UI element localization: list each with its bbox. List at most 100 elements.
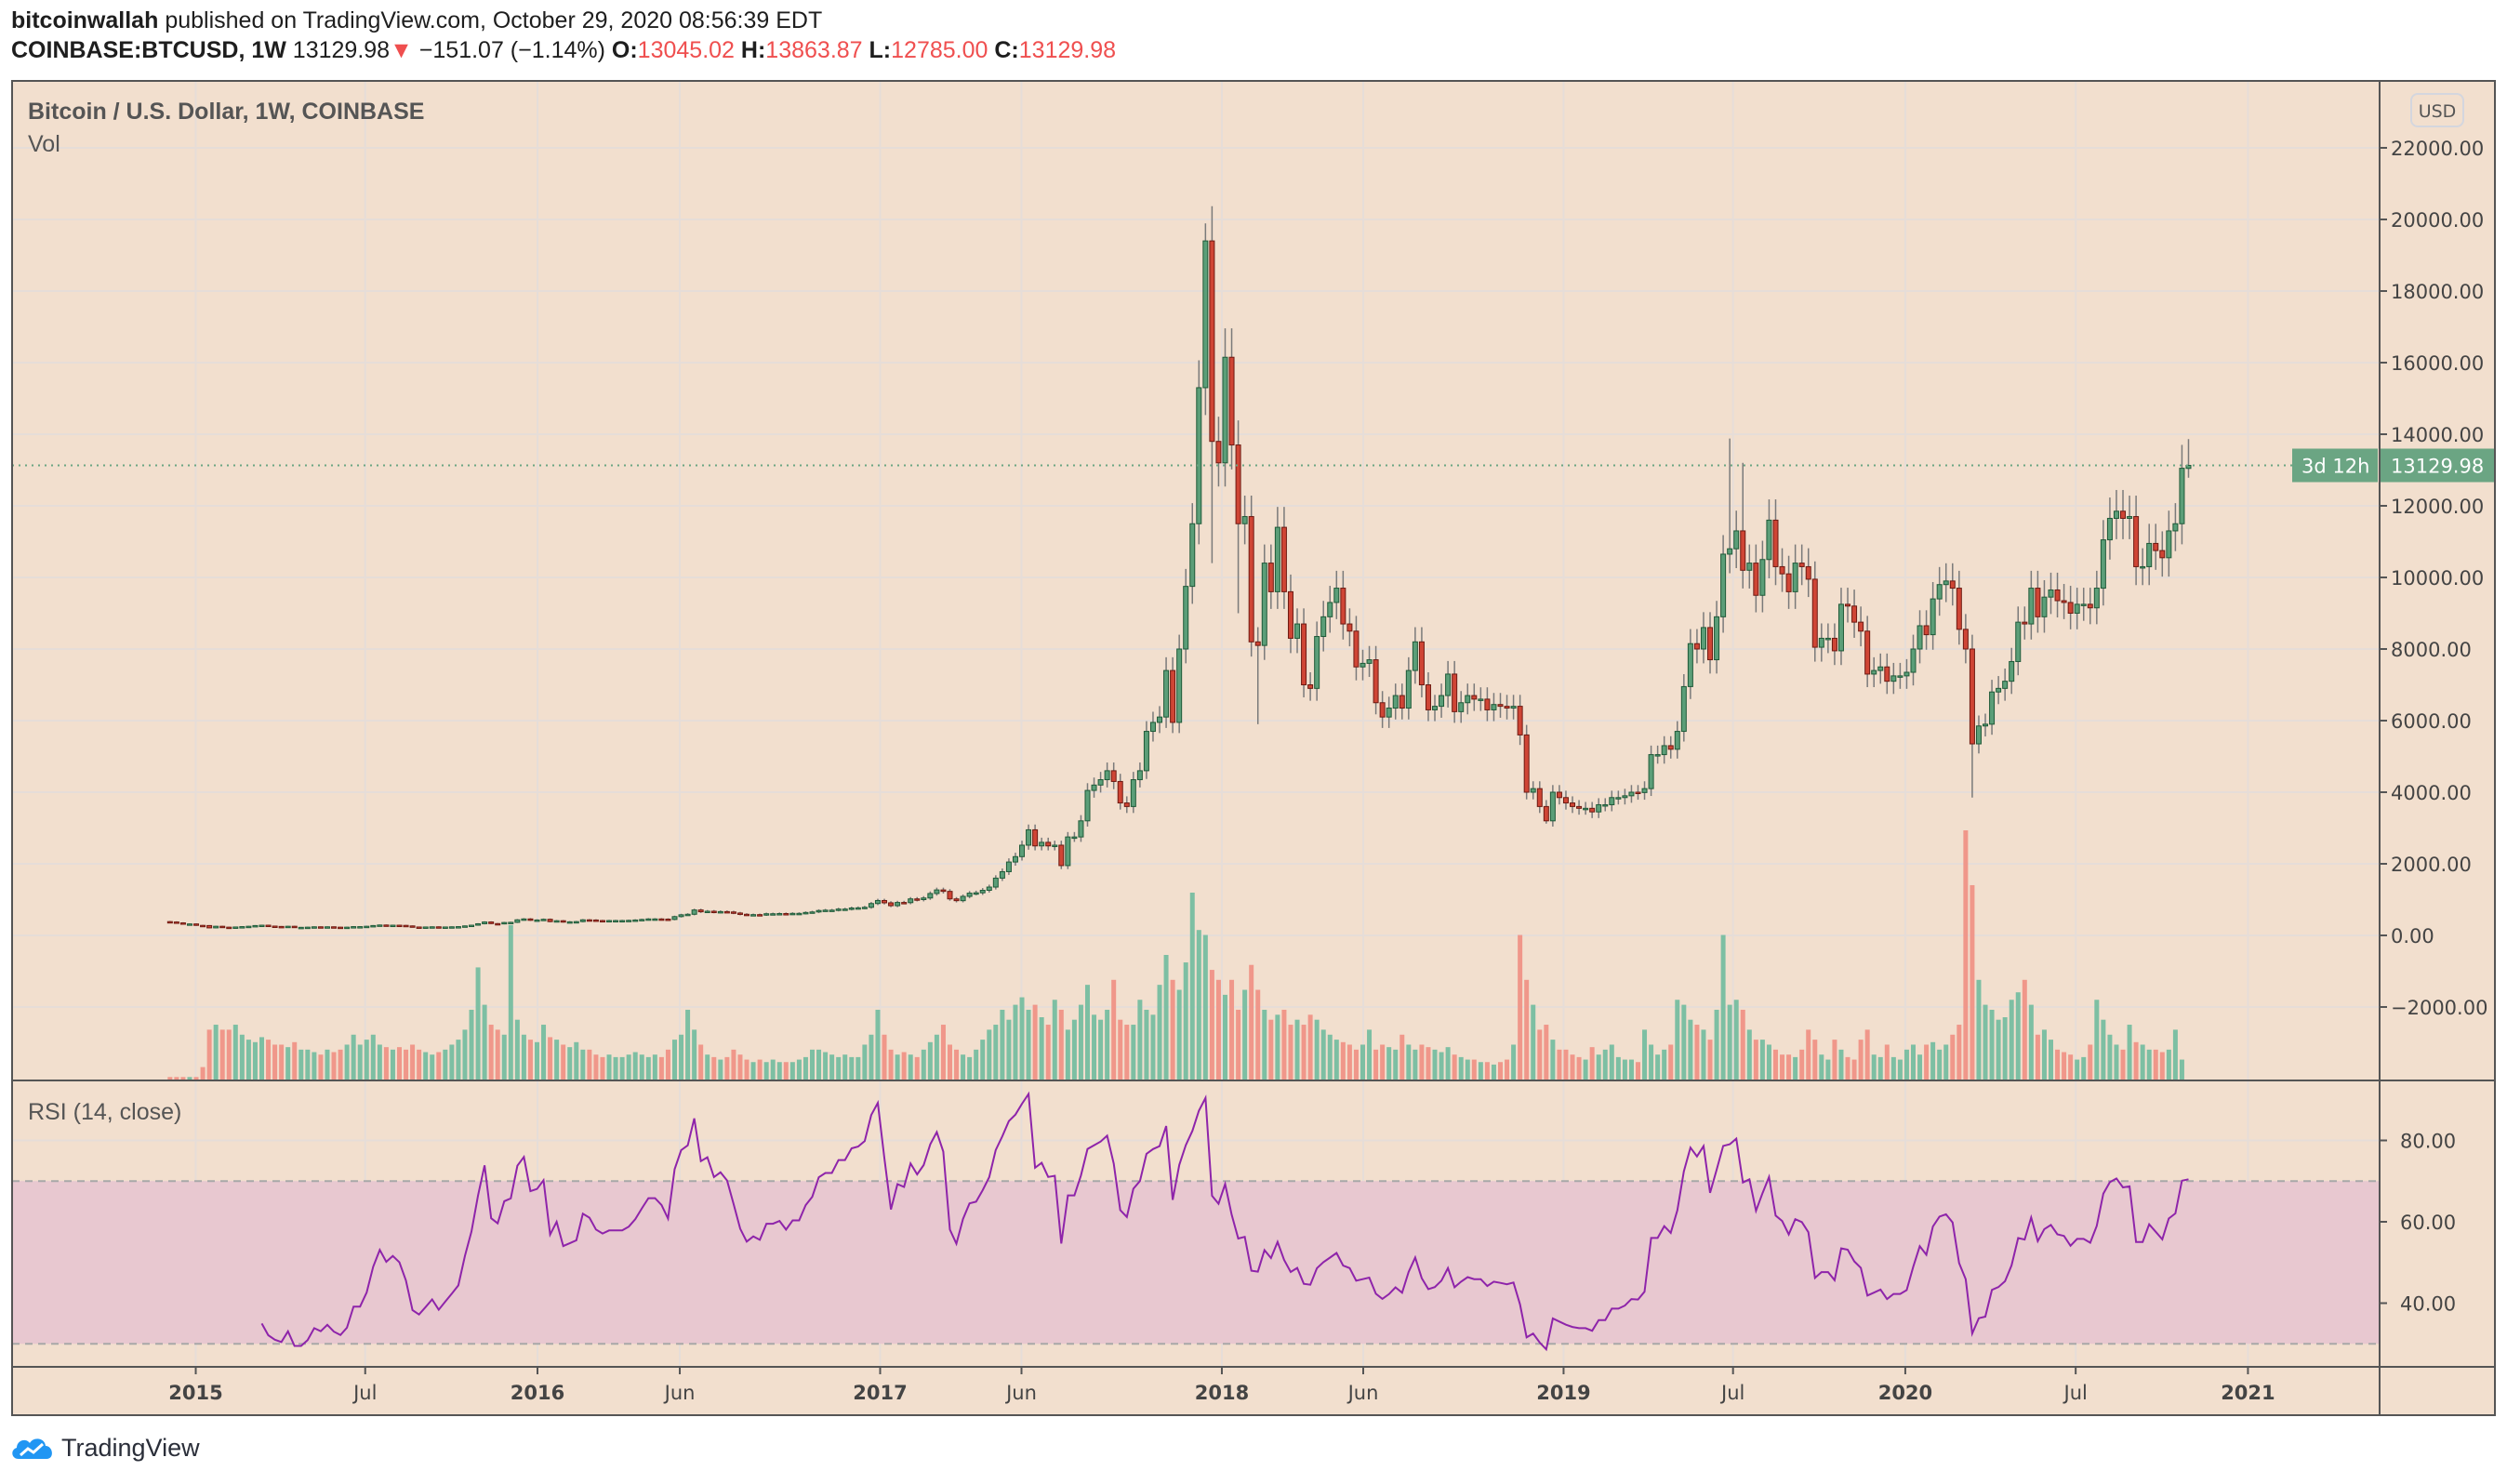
candle-body [213, 925, 219, 929]
volume-bar [619, 1056, 625, 1080]
candle-body [252, 924, 259, 928]
last-price-badge [2380, 448, 2495, 483]
candle-body [1163, 669, 1170, 718]
candle-body [265, 924, 272, 928]
volume-bar [658, 1056, 664, 1080]
volume-bar [239, 1034, 245, 1080]
candle-body [1005, 861, 1012, 872]
candle-body [1917, 625, 1923, 650]
volume-bar [737, 1054, 743, 1080]
volume-bar [1950, 1034, 1956, 1080]
currency-button-label[interactable]: USD [2419, 101, 2457, 122]
candle-body [1517, 706, 1523, 735]
candle-body [2035, 588, 2041, 617]
candle-body [1687, 643, 1693, 687]
volume-bar [1360, 1044, 1365, 1080]
volume-bar [449, 1044, 455, 1080]
candle-body [1733, 530, 1740, 550]
high-label: H: [740, 37, 766, 63]
volume-bar [967, 1056, 973, 1080]
candle-body [435, 926, 442, 929]
candle-body [1707, 627, 1714, 661]
candle-body [364, 925, 370, 929]
candle-body [1248, 516, 1254, 643]
volume-bar [1084, 985, 1090, 1080]
candle-body [1143, 731, 1149, 772]
volume-bar [1202, 934, 1208, 1080]
volume-bar [1655, 1054, 1661, 1080]
candle-body [1510, 706, 1517, 709]
candle-body [744, 913, 750, 917]
candle-body [1818, 637, 1824, 648]
candle-body [940, 889, 947, 893]
volume-bar [279, 1044, 285, 1080]
candle-body [999, 870, 1005, 879]
candle-body [1261, 563, 1267, 646]
candle-body [560, 920, 566, 923]
volume-bar [796, 1059, 802, 1080]
candle-body [1039, 841, 1045, 847]
time-tick-label: 2018 [1195, 1382, 1249, 1404]
volume-bar [1432, 1049, 1438, 1080]
volume-bar [705, 1054, 710, 1080]
last-price-badge-label: 13129.98 [2391, 455, 2484, 477]
time-tick-label: 2019 [1536, 1382, 1590, 1404]
volume-bar [1491, 1064, 1496, 1080]
candle-body [409, 925, 416, 928]
candle-body [1602, 803, 1609, 807]
candle-body [1026, 828, 1032, 846]
candle-body [1373, 659, 1379, 704]
candle-body [1065, 836, 1071, 867]
volume-bar [1078, 1004, 1083, 1080]
candle-body [1157, 716, 1163, 723]
candle-body [2113, 510, 2119, 519]
candle-body [1366, 659, 1373, 664]
candle-body [874, 899, 881, 905]
volume-bar [711, 1056, 717, 1080]
candle-body [1824, 637, 1831, 641]
volume-bar [1694, 1025, 1700, 1080]
volume-bar [514, 1019, 520, 1080]
candle-body [592, 919, 599, 922]
candle-body [882, 899, 888, 904]
candle-body [206, 924, 213, 929]
candle-body [383, 924, 390, 927]
currency-button-box[interactable] [2410, 93, 2464, 127]
candle-body [710, 910, 717, 914]
grid [12, 82, 2380, 1366]
candle-body [1837, 603, 1844, 652]
volume-bar [2068, 1054, 2074, 1080]
volume-bar [645, 1056, 651, 1080]
axes: 22000.00 20000.00 18000.00 16000.00 14000.00… [12, 138, 2495, 1404]
volume-bar [1386, 1047, 1392, 1080]
candle-body [1386, 708, 1392, 718]
volume-bar [1740, 1009, 1745, 1080]
volume-bar [2172, 1029, 2178, 1080]
candle-body [868, 903, 874, 908]
volume-bar [1511, 1044, 1517, 1080]
candle-body [1287, 590, 1293, 639]
candle-body [1589, 807, 1596, 813]
publish-info: bitcoinwallah published on TradingView.c… [11, 7, 822, 34]
candle-body [1570, 802, 1576, 807]
volume-bar [639, 1054, 644, 1080]
volume-bar [1333, 1040, 1339, 1080]
currency-button[interactable]: USD [2410, 93, 2464, 127]
candle-body [2179, 468, 2185, 524]
candle-body [416, 926, 422, 929]
candle-body [1458, 702, 1465, 712]
volume-bar [1772, 1049, 1778, 1080]
candle-body [547, 919, 553, 922]
volume-bar [180, 1077, 186, 1080]
candle-body [2002, 681, 2009, 689]
candle-body [1680, 685, 1687, 733]
price-tick-label: 20000.00 [2391, 209, 2484, 232]
author-name[interactable]: bitcoinwallah [11, 7, 159, 33]
volume-bar [809, 1049, 815, 1080]
candle-body [173, 921, 179, 924]
tradingview-logo[interactable]: TradingView [9, 1434, 200, 1463]
rsi-line [260, 1091, 2189, 1352]
candle-body [1097, 779, 1104, 786]
volume-bar [554, 1040, 560, 1080]
